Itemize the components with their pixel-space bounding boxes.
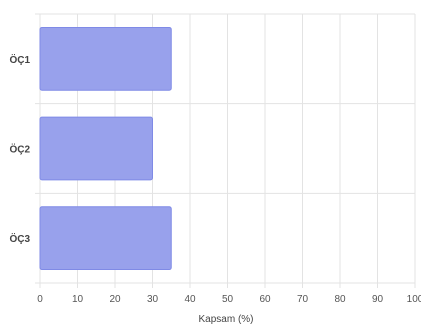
y-category-labels: ÖÇ1 ÖÇ2 ÖÇ3 bbox=[9, 53, 30, 245]
bars bbox=[39, 26, 172, 271]
x-tick-label: 30 bbox=[147, 294, 159, 305]
x-tick-label: 40 bbox=[184, 294, 196, 305]
x-tick-label: 60 bbox=[259, 294, 271, 305]
bar-1 bbox=[39, 26, 172, 91]
x-tick-label: 10 bbox=[72, 294, 84, 305]
x-tick-label: 20 bbox=[109, 294, 121, 305]
x-axis-title: Kapsam (%) bbox=[198, 314, 253, 325]
x-tick-label: 90 bbox=[372, 294, 384, 305]
x-tick-label: 50 bbox=[222, 294, 234, 305]
bar-3 bbox=[39, 206, 172, 271]
x-tick-label: 80 bbox=[334, 294, 346, 305]
category-label: ÖÇ3 bbox=[9, 232, 30, 245]
x-tick-label: 0 bbox=[37, 294, 43, 305]
x-tick-labels: 0 10 20 30 40 50 60 70 80 90 100 bbox=[37, 294, 421, 305]
bar-2 bbox=[39, 116, 153, 181]
x-tick-label: 70 bbox=[297, 294, 309, 305]
grid-lines bbox=[35, 13, 416, 288]
x-tick-label: 100 bbox=[407, 294, 421, 305]
category-label: ÖÇ2 bbox=[9, 143, 30, 156]
category-label: ÖÇ1 bbox=[9, 53, 30, 66]
